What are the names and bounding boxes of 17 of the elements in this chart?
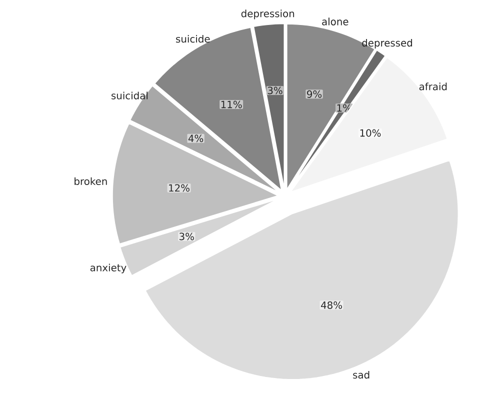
slice-label: suicidal [112,92,148,100]
slice-label: anxiety [90,264,126,274]
slice-label: alone [322,18,348,26]
data-label: 11% [221,100,242,108]
data-label: 4% [188,134,204,142]
slice-label: afraid [419,82,447,90]
slice-label: depressed [362,38,412,48]
data-label: 10% [360,129,381,137]
slice-label: depression [241,10,294,20]
data-label: 3% [180,232,194,240]
data-label: 3% [268,86,282,94]
slice-label: sad [353,370,370,379]
slice-label: suicide [176,34,210,43]
data-label: 9% [307,90,322,98]
slice-label: broken [74,177,107,185]
data-label: 12% [169,184,190,192]
data-label: 48% [321,301,342,309]
